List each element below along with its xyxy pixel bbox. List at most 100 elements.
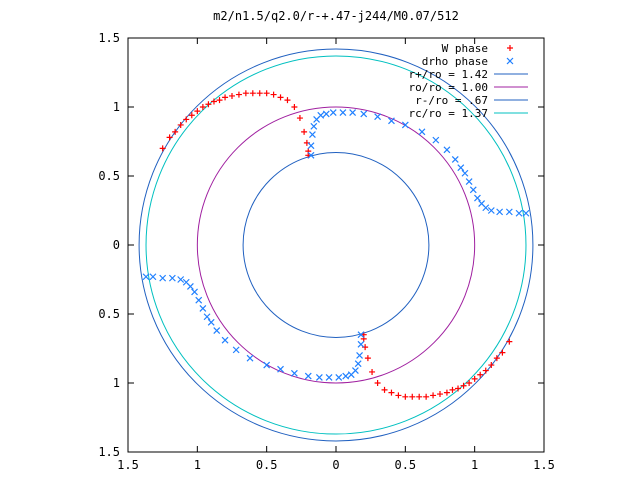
w-phase-point bbox=[499, 349, 506, 356]
drho-phase-point bbox=[374, 113, 382, 121]
drho-phase-point bbox=[522, 209, 530, 217]
w-phase-point bbox=[270, 91, 277, 98]
w-phase-point bbox=[194, 108, 201, 115]
x-tick-label: 0 bbox=[332, 458, 339, 472]
drho-phase-point bbox=[232, 346, 240, 354]
w-phase-point bbox=[381, 386, 388, 393]
drho-phase-point bbox=[357, 340, 365, 348]
drho-phase-point bbox=[182, 278, 190, 286]
drho-phase-point bbox=[317, 111, 325, 119]
y-tick-label: 1 bbox=[113, 376, 120, 390]
legend-marker bbox=[506, 57, 514, 65]
drho-phase-point bbox=[149, 273, 157, 281]
w-phase-point bbox=[177, 121, 184, 128]
drho-phase-point bbox=[325, 374, 333, 381]
legend-label: r+/ro = 1.42 bbox=[409, 68, 488, 81]
drho-phase-point bbox=[310, 122, 318, 130]
drho-phase-point bbox=[159, 274, 167, 282]
w-phase-point bbox=[471, 375, 478, 382]
w-phase-point bbox=[172, 128, 179, 135]
w-phase-point bbox=[199, 104, 206, 110]
w-phase-point bbox=[296, 115, 303, 122]
drho-phase-point bbox=[487, 207, 495, 214]
w-phase-point bbox=[437, 391, 443, 398]
drho-phase-point bbox=[339, 109, 347, 116]
circle-ro-series bbox=[196, 106, 476, 384]
drho-phase-point bbox=[142, 273, 150, 281]
w-phase-point bbox=[493, 355, 500, 362]
w-phase-point bbox=[263, 90, 270, 97]
w-phase-point bbox=[388, 389, 395, 396]
w-phase-point bbox=[235, 91, 242, 98]
drho-phase-point bbox=[357, 331, 365, 339]
drho-phase-point bbox=[360, 110, 368, 118]
drho-phase-point bbox=[263, 361, 271, 369]
drho-phase-point bbox=[347, 371, 355, 379]
legend-label: drho phase bbox=[422, 55, 488, 68]
circle-r+-series bbox=[138, 48, 534, 442]
y-tick-label: 1.5 bbox=[98, 31, 120, 45]
w-phase-point bbox=[229, 92, 235, 99]
w-phase-point bbox=[374, 380, 381, 386]
y-tick-label: 0 bbox=[113, 238, 120, 252]
drho-phase-point bbox=[307, 142, 315, 150]
legend-label: r-/ro = .67 bbox=[415, 94, 488, 107]
data-points bbox=[142, 90, 530, 400]
drho-phase-point bbox=[199, 305, 207, 312]
legend-label: rc/ro = 1.37 bbox=[409, 107, 488, 120]
w-phase-point bbox=[216, 97, 223, 104]
x-axis: 1.5 1 0.5 0 0.5 1 1.5 bbox=[117, 38, 555, 472]
drho-phase-point bbox=[474, 194, 481, 202]
y-tick-label: 1 bbox=[113, 100, 120, 114]
circle-rc-series bbox=[145, 55, 527, 435]
w-phase-point bbox=[183, 116, 190, 123]
drho-phase-point bbox=[354, 360, 362, 368]
y-tick-label: 1.5 bbox=[98, 445, 120, 459]
legend-label: ro/ro = 1.00 bbox=[409, 81, 488, 94]
chart-title: m2/n1.5/q2.0/r-+.47-j244/M0.07/512 bbox=[213, 9, 459, 23]
drho-phase-point bbox=[388, 117, 395, 125]
w-phase-point bbox=[395, 392, 402, 399]
x-tick-label: 1.5 bbox=[533, 458, 555, 472]
x-tick-label: 1 bbox=[471, 458, 478, 472]
drho-phase-point bbox=[191, 288, 198, 296]
drho-phase-point bbox=[221, 336, 229, 344]
w-phase-point bbox=[416, 393, 423, 400]
drho-phase-point bbox=[418, 128, 426, 136]
drho-phase-point bbox=[465, 178, 473, 185]
w-phase-point bbox=[210, 98, 217, 105]
w-phase-point bbox=[423, 393, 430, 400]
y-tick-label: 0.5 bbox=[98, 169, 120, 183]
w-phase-point bbox=[291, 104, 298, 110]
legend-marker bbox=[507, 45, 513, 51]
w-phase-point bbox=[188, 112, 195, 119]
w-phase-point bbox=[301, 128, 308, 135]
w-phase-point bbox=[402, 393, 409, 400]
drho-phase-point bbox=[277, 365, 284, 373]
w-phase-point bbox=[449, 386, 456, 393]
w-phase-point bbox=[256, 90, 263, 97]
w-phase-point bbox=[205, 101, 212, 108]
reference-circles bbox=[138, 48, 534, 442]
drho-phase-point bbox=[213, 327, 221, 334]
drho-phase-point bbox=[309, 131, 316, 139]
drho-phase-point bbox=[496, 208, 504, 216]
drho-phase-point bbox=[246, 354, 254, 362]
drho-phase-point bbox=[177, 276, 185, 283]
w-phase-point bbox=[443, 389, 450, 396]
drho-phase-point bbox=[207, 318, 215, 326]
w-phase-point bbox=[249, 90, 256, 97]
w-phase-point bbox=[482, 367, 489, 374]
circle-r--series bbox=[242, 152, 430, 338]
x-tick-label: 1 bbox=[194, 458, 201, 472]
drho-phase-point bbox=[322, 110, 330, 118]
drho-phase-point bbox=[342, 372, 350, 380]
drho-phase-point bbox=[203, 313, 211, 321]
drho-phase-point bbox=[457, 164, 465, 172]
w-phase-point bbox=[455, 385, 462, 392]
w-phase-point bbox=[242, 90, 249, 97]
w-phase-point bbox=[409, 393, 416, 400]
w-phase-point bbox=[159, 145, 166, 152]
w-phase-point bbox=[506, 338, 513, 345]
drho-phase-point bbox=[290, 369, 298, 377]
